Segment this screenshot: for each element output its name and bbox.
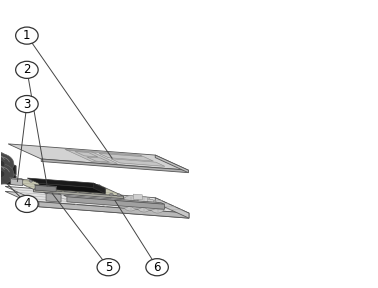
Polygon shape (111, 159, 165, 166)
Circle shape (0, 164, 14, 184)
Polygon shape (0, 170, 11, 174)
Circle shape (146, 259, 168, 276)
Polygon shape (11, 178, 23, 185)
Circle shape (124, 196, 137, 206)
Circle shape (15, 27, 38, 44)
Circle shape (110, 193, 113, 196)
Circle shape (117, 194, 121, 197)
Polygon shape (39, 202, 189, 218)
Circle shape (0, 160, 5, 167)
Polygon shape (0, 160, 11, 164)
Polygon shape (75, 151, 98, 157)
Polygon shape (50, 186, 80, 195)
Polygon shape (34, 185, 57, 187)
Polygon shape (43, 192, 61, 195)
Text: 4: 4 (23, 197, 31, 211)
Circle shape (29, 179, 33, 182)
Circle shape (137, 202, 151, 212)
Circle shape (124, 201, 137, 211)
Polygon shape (27, 178, 105, 188)
Polygon shape (0, 172, 11, 183)
Circle shape (0, 151, 9, 172)
Circle shape (97, 259, 119, 276)
Polygon shape (66, 150, 118, 164)
Circle shape (0, 161, 9, 182)
Polygon shape (87, 157, 109, 162)
Polygon shape (0, 162, 16, 166)
Polygon shape (39, 183, 105, 194)
Text: 2: 2 (23, 63, 31, 76)
Circle shape (0, 154, 14, 174)
Polygon shape (5, 186, 189, 213)
Circle shape (34, 187, 38, 190)
Text: 1: 1 (23, 29, 31, 42)
Polygon shape (6, 172, 11, 183)
Polygon shape (0, 174, 16, 185)
Circle shape (151, 203, 164, 213)
Polygon shape (0, 162, 11, 173)
Circle shape (130, 199, 144, 209)
Polygon shape (9, 178, 24, 180)
Circle shape (97, 185, 101, 187)
Circle shape (15, 195, 38, 213)
Polygon shape (5, 191, 189, 218)
Polygon shape (150, 202, 158, 207)
Text: 6: 6 (153, 261, 161, 274)
Text: 3: 3 (23, 98, 31, 111)
Circle shape (15, 96, 38, 113)
Polygon shape (10, 179, 124, 196)
Polygon shape (67, 197, 164, 209)
Polygon shape (6, 162, 11, 173)
Circle shape (0, 170, 5, 177)
Polygon shape (46, 194, 61, 202)
Polygon shape (34, 189, 124, 199)
Circle shape (15, 61, 38, 78)
Circle shape (144, 200, 158, 210)
Polygon shape (139, 197, 148, 202)
Circle shape (89, 184, 93, 187)
Polygon shape (155, 198, 189, 218)
Circle shape (137, 197, 151, 207)
Polygon shape (8, 144, 188, 170)
Polygon shape (41, 159, 188, 173)
Polygon shape (133, 194, 143, 200)
Polygon shape (0, 164, 16, 175)
Polygon shape (93, 183, 105, 194)
Polygon shape (12, 164, 16, 175)
Polygon shape (64, 195, 164, 204)
Circle shape (14, 178, 18, 181)
Polygon shape (99, 153, 153, 161)
Polygon shape (35, 185, 56, 192)
Text: 5: 5 (105, 261, 112, 274)
Polygon shape (12, 174, 16, 185)
Polygon shape (155, 204, 164, 210)
Polygon shape (155, 155, 188, 173)
Polygon shape (144, 199, 153, 205)
Polygon shape (65, 149, 142, 156)
Polygon shape (0, 172, 16, 176)
Circle shape (110, 195, 124, 205)
Circle shape (50, 189, 53, 192)
Circle shape (117, 198, 130, 208)
